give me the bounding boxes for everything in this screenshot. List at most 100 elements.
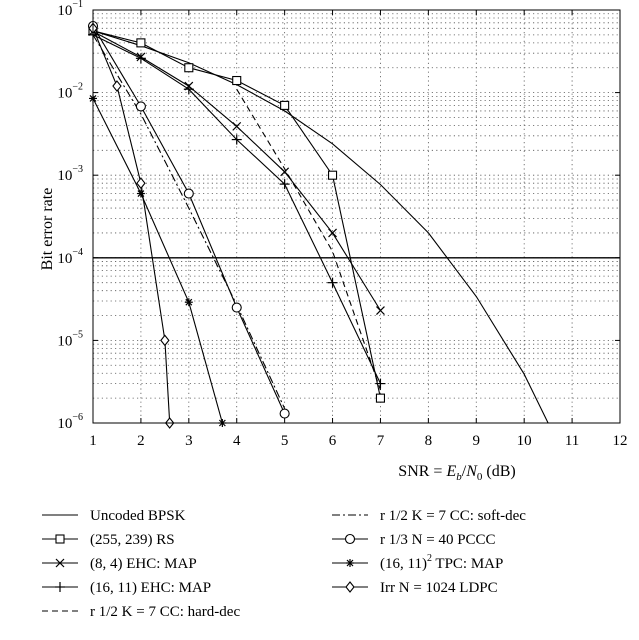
series-line: [92, 30, 549, 424]
legend-item: r 1/2 K = 7 CC: hard-dec: [42, 604, 240, 620]
data-point: [231, 302, 242, 313]
data-point: [184, 298, 193, 307]
x-axis-label-var2-sub: 0: [477, 471, 483, 483]
x-tick-label: 7: [377, 433, 385, 449]
x-axis-label-slash: /: [462, 463, 467, 480]
legend-swatch-marker: [345, 581, 355, 593]
y-tick-label: 10−5: [57, 329, 83, 349]
series-line: [92, 98, 223, 424]
marker-stroke: [346, 559, 354, 567]
x-axis-label-var: E: [445, 463, 456, 480]
series-1: [88, 26, 386, 403]
data-point: [135, 53, 146, 64]
data-point: [279, 408, 290, 419]
grid: [93, 10, 620, 423]
legend: Uncoded BPSK r 1/2 K = 7 CC: soft-dec (255…: [42, 508, 526, 620]
data-point: [135, 101, 146, 112]
x-axis-label-prefix: SNR =: [398, 463, 446, 480]
marker-stroke: [376, 306, 385, 315]
x-tick-label: 12: [613, 433, 628, 449]
y-tick-label: 10−1: [57, 0, 83, 19]
legend-label: r 1/2 K = 7 CC: hard-dec: [90, 604, 240, 620]
x-tick-label: 4: [233, 433, 241, 449]
data-point: [280, 100, 290, 110]
legend-item: (8, 4) EHC: MAP: [42, 556, 197, 572]
marker-stroke: [280, 167, 290, 177]
marker-stroke: [55, 558, 65, 568]
y-tick-label: 10−4: [57, 247, 83, 267]
data-point: [327, 277, 338, 288]
series-5: [92, 34, 286, 409]
data-point: [160, 334, 170, 347]
marker-stroke: [232, 121, 242, 131]
data-point: [112, 80, 122, 92]
data-point: [232, 121, 242, 131]
y-tick-label: 10−2: [57, 82, 83, 102]
series-4: [236, 88, 382, 391]
x-axis-label-var2: N: [465, 463, 478, 480]
x-tick-label: 11: [565, 433, 579, 449]
data-point: [328, 228, 337, 238]
legend-label: Irr N = 1024 LDPC: [380, 580, 498, 596]
legend-item: (16, 11) EHC: MAP: [42, 580, 211, 596]
data-point: [231, 134, 242, 145]
series-6: [87, 20, 290, 419]
data-point: [327, 170, 338, 180]
x-tick-label: 9: [473, 433, 481, 449]
legend-swatch-marker: [55, 534, 65, 544]
legend-label: r 1/3 N = 40 PCCC: [380, 532, 496, 548]
legend-swatch-marker: [55, 558, 65, 568]
data-point: [376, 306, 385, 315]
legend-swatch-marker: [344, 533, 356, 545]
y-tick-label: 10−3: [57, 164, 83, 184]
legend-item: Irr N = 1024 LDPC: [332, 580, 498, 596]
legend-label: (8, 4) EHC: MAP: [90, 556, 197, 572]
series-line: [236, 88, 382, 391]
x-tick-label: 5: [281, 433, 289, 449]
plot-frame: [92, 9, 621, 424]
data-point: [136, 38, 146, 48]
series-line: [92, 34, 286, 409]
x-axis-label-var-sub: b: [456, 471, 462, 483]
x-tick-labels: 1 2 3 4 5 6 7 8 9 10 11 12: [89, 10, 628, 449]
marker-stroke: [137, 190, 145, 197]
legend-swatch-marker: [55, 582, 65, 592]
series-0: [92, 30, 549, 424]
series-8: [88, 22, 175, 429]
data-point: [280, 167, 290, 177]
legend-label: (255, 239) RS: [90, 532, 175, 548]
data-point: [136, 177, 146, 190]
x-tick-label: 1: [89, 433, 97, 449]
data-point: [184, 63, 194, 73]
legend-item: (255, 239) RS: [42, 532, 175, 548]
x-tick-label: 6: [329, 433, 337, 449]
legend-label: r 1/2 K = 7 CC: soft-dec: [380, 508, 526, 524]
data-point: [279, 179, 290, 190]
x-tick-label: 8: [425, 433, 433, 449]
legend-item: r 1/2 K = 7 CC: soft-dec: [332, 508, 526, 524]
data-point: [183, 84, 194, 95]
data-point: [136, 189, 145, 198]
x-axis-label: SNR = Eb/N0 (dB): [398, 463, 515, 483]
marker-stroke: [328, 228, 337, 238]
y-axis-label: Bit error rate: [39, 188, 56, 271]
x-tick-label: 3: [185, 433, 193, 449]
marker-stroke: [185, 298, 193, 306]
legend-item: (16, 11)2 TPC: MAP: [332, 553, 503, 572]
data-point: [375, 393, 386, 403]
y-tick-labels: 10−1 10−2 10−3 10−4 10−5 10−6: [57, 0, 620, 432]
legend-swatch-marker: [346, 559, 354, 567]
x-axis-label-unit: (dB): [482, 463, 515, 480]
data-point: [183, 188, 194, 199]
x-tick-label: 10: [517, 433, 532, 449]
data-point: [375, 378, 386, 389]
legend-label: Uncoded BPSK: [90, 508, 186, 524]
legend-label: (16, 11)2 TPC: MAP: [380, 553, 503, 572]
legend-label: (16, 11) EHC: MAP: [90, 580, 211, 596]
legend-item: r 1/3 N = 40 PCCC: [332, 532, 496, 548]
series-group: [87, 20, 549, 429]
legend-item: Uncoded BPSK: [42, 508, 186, 524]
y-tick-label: 10−6: [57, 412, 83, 432]
